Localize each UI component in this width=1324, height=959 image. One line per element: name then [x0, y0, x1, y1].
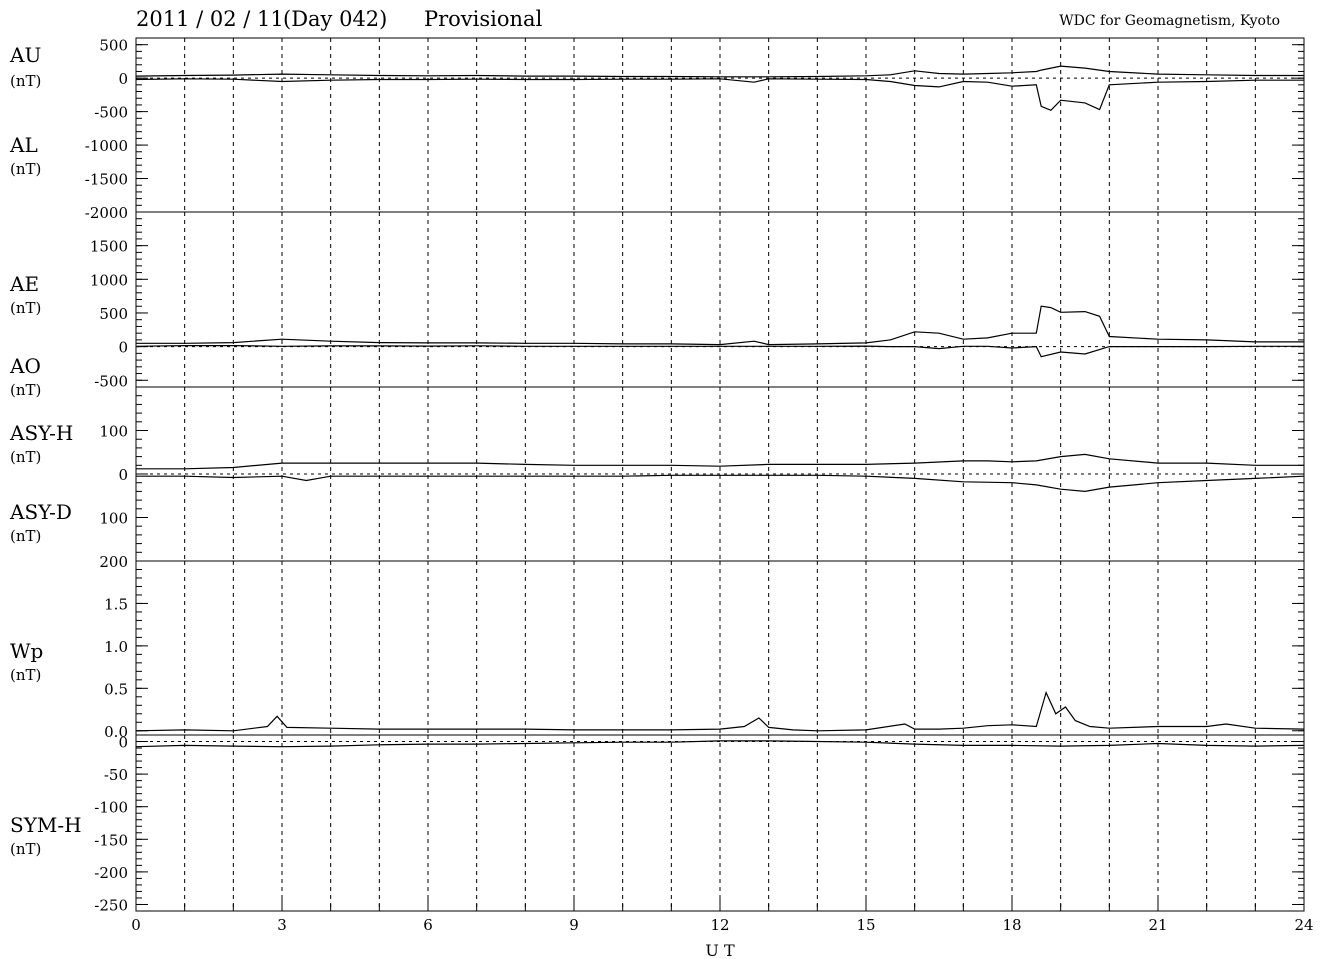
panel-wp: 1.5 1.0 0.5 0.0 Wp (nT)	[10, 560, 1305, 741]
x-tick-label: 0	[131, 916, 141, 934]
y-tick-label: 0	[118, 734, 128, 752]
series-line-au	[135, 65, 1304, 78]
title-status: Provisional	[424, 7, 543, 31]
y-tick-label: 0	[118, 70, 128, 88]
credit-label: WDC for Geomagnetism, Kyoto	[1059, 13, 1280, 29]
series-line-asy-h	[136, 453, 1304, 470]
y-tick-label: -500	[94, 104, 128, 122]
unit-label: (nT)	[10, 72, 41, 90]
y-tick-label: 500	[99, 37, 128, 55]
y-tick-label: 0.0	[104, 723, 128, 741]
y-tick-label: -150	[94, 831, 128, 849]
series-line-ae	[136, 305, 1304, 346]
unit-label: (nT)	[10, 666, 41, 684]
y-tick-label: -1500	[85, 171, 128, 189]
y-tick-label: -200	[94, 864, 128, 882]
index-label: AU	[9, 43, 41, 67]
y-tick-label: 1.5	[104, 595, 128, 613]
unit-label: (nT)	[10, 381, 41, 399]
x-tick-label: 24	[1294, 916, 1313, 934]
x-tick-label: 21	[1148, 916, 1167, 934]
unit-label: (nT)	[10, 448, 41, 466]
y-tick-label: 100	[99, 423, 128, 441]
y-tick-label: 0	[118, 339, 128, 357]
index-label: SYM-H	[10, 813, 82, 837]
x-tick-label: 18	[1002, 916, 1021, 934]
y-tick-label: -500	[94, 372, 128, 390]
y-tick-label: -1000	[85, 137, 128, 155]
y-tick-label: 0.5	[104, 680, 128, 698]
index-label: AL	[9, 133, 38, 157]
index-label: AE	[9, 272, 39, 296]
index-label: ASY-D	[9, 500, 72, 524]
series-line-al	[135, 78, 1304, 112]
x-tick-label: 15	[856, 916, 875, 934]
panel-sym-h: 0 -50 -100 -150 -200 -250 SYM-H (nT) 0 3 6 9 12 15 18 2…	[10, 734, 1314, 959]
y-tick-label: 500	[99, 305, 128, 323]
x-tick-label: 6	[423, 916, 433, 934]
y-tick-label: 1000	[90, 271, 128, 289]
series-line-ao	[135, 345, 1304, 358]
title-date: 2011 / 02 / 11	[136, 7, 284, 31]
y-tick-label: -100	[94, 799, 128, 817]
unit-label: (nT)	[10, 527, 41, 545]
y-tick-label: 200	[99, 553, 128, 571]
panel-au: 500 0 -500 -1000 -1500 -2000 AU (nT) AL (nT)	[9, 37, 1305, 222]
unit-label: (nT)	[10, 299, 41, 317]
series-line-asy-d	[136, 474, 1305, 493]
x-axis-label: U T	[705, 941, 735, 959]
y-tick-label: -50	[104, 766, 128, 784]
index-label: Wp	[10, 639, 43, 663]
x-tick-label: 12	[710, 916, 729, 934]
index-label: ASY-H	[9, 421, 73, 445]
y-tick-label: 0	[118, 466, 128, 484]
unit-label: (nT)	[10, 160, 41, 178]
title-day-number: (Day 042)	[283, 7, 388, 31]
x-tick-label: 9	[569, 916, 579, 934]
y-tick-label: 1.0	[104, 638, 128, 656]
series-line-wp	[135, 690, 1305, 732]
index-label: AO	[9, 354, 41, 378]
x-tick-label: 3	[277, 916, 287, 934]
panel-ae: 1500 1000 500 0 -500 AE (nT) AO (nT)	[9, 211, 1305, 399]
unit-label: (nT)	[10, 840, 41, 858]
y-tick-label: -2000	[85, 204, 128, 222]
y-tick-label: -250	[94, 896, 128, 914]
y-tick-label: 1500	[90, 238, 128, 256]
y-tick-label: 100	[99, 510, 128, 528]
series-line-sym-h	[135, 740, 1305, 748]
panel-asy-h: 100 0 100 200 ASY-H (nT) ASY-D (nT)	[9, 386, 1305, 571]
